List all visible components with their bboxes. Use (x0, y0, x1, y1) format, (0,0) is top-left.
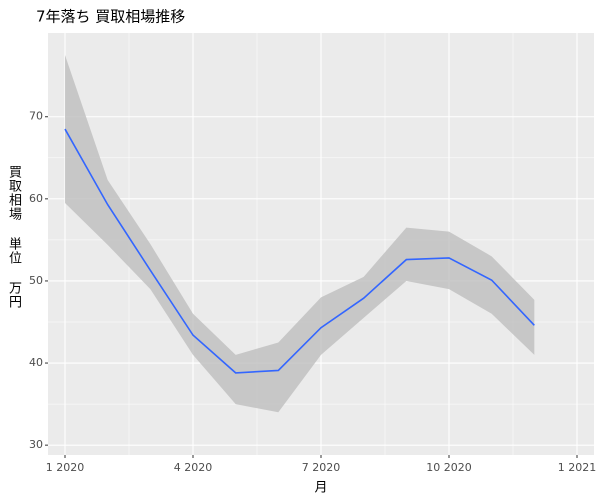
x-tick-label: 1 2020 (46, 461, 85, 474)
x-tick-label: 4 2020 (174, 461, 213, 474)
y-tick-label: 40 (29, 356, 43, 369)
trend-line (64, 128, 535, 374)
confidence-band (65, 55, 535, 413)
y-tick-label: 30 (29, 438, 43, 451)
chart-title: 7年落ち 買取相場推移 (36, 8, 185, 26)
y-axis-label: 買取相場 単位 万円 (6, 165, 21, 309)
x-tick-label: 7 2020 (302, 461, 341, 474)
x-tick-label: 10 2020 (426, 461, 472, 474)
y-tick-label: 60 (29, 192, 43, 205)
y-tick-label: 70 (29, 110, 43, 123)
y-tick-label: 50 (29, 274, 43, 287)
x-tick-label: 1 2021 (558, 461, 597, 474)
x-axis-label: 月 (314, 481, 327, 496)
